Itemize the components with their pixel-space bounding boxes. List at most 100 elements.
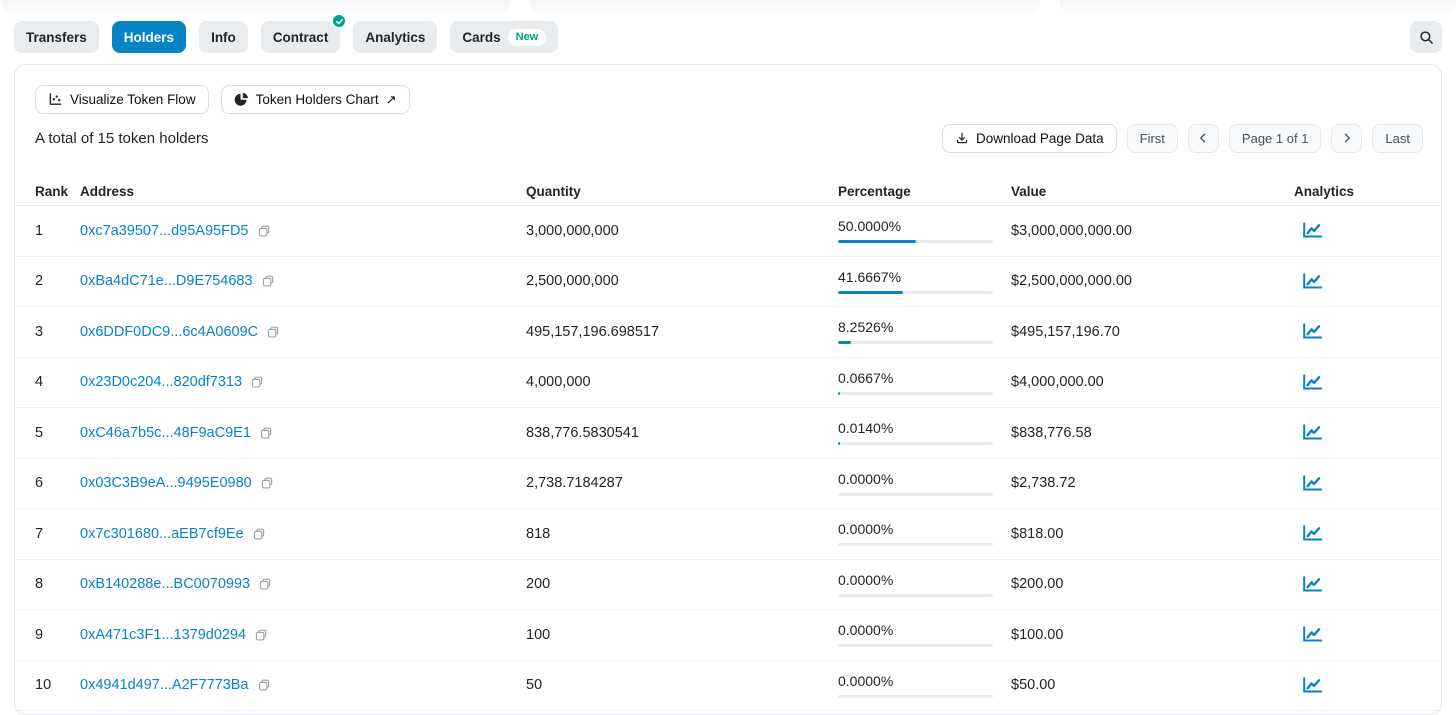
tab-transfers[interactable]: Transfers	[14, 21, 99, 53]
address-link[interactable]: 0x7c301680...aEB7cf9Ee	[80, 525, 244, 542]
tab-label: Analytics	[365, 29, 426, 45]
analytics-cell	[1294, 222, 1421, 239]
address-link[interactable]: 0x23D0c204...820df7313	[80, 374, 243, 391]
copy-address-button[interactable]	[250, 375, 264, 389]
percentage-cell: 0.0140%	[838, 420, 1011, 446]
token-holders-chart-label: Token Holders Chart	[255, 92, 379, 107]
address-cell: 0x7c301680...aEB7cf9Ee	[80, 526, 526, 542]
quantity-cell: 4,000,000	[526, 374, 591, 391]
copy-address-button[interactable]	[257, 224, 271, 238]
copy-icon	[254, 628, 268, 642]
line-chart-icon	[1302, 525, 1323, 542]
copy-icon	[250, 375, 264, 389]
percentage-bar	[838, 644, 993, 648]
address-link[interactable]: 0xB140288e...BC0070993	[80, 576, 251, 593]
percentage-text: 8.2526%	[838, 319, 894, 336]
copy-address-button[interactable]	[257, 678, 271, 692]
tab-label: Info	[211, 29, 236, 45]
tab-info[interactable]: Info	[199, 21, 248, 53]
rank-cell: 8	[35, 576, 44, 593]
analytics-cell	[1294, 424, 1421, 441]
value-cell: $495,157,196.70	[1011, 323, 1120, 340]
quantity-cell: 3,000,000,000	[526, 222, 619, 239]
percentage-cell: 0.0000%	[838, 471, 1011, 496]
copy-address-button[interactable]	[261, 274, 275, 288]
value-cell: $2,738.72	[1011, 475, 1076, 492]
holders-table: Rank Address Quantity Percentage Value A…	[15, 177, 1441, 711]
analytics-chart-button[interactable]	[1302, 373, 1323, 391]
address-link[interactable]: 0x6DDF0DC9...6c4A0609C	[80, 323, 259, 340]
page-label: Page 1 of 1	[1241, 130, 1309, 146]
download-icon	[955, 131, 969, 145]
line-chart-icon	[1302, 626, 1323, 643]
value-cell: $100.00	[1011, 626, 1064, 643]
copy-address-button[interactable]	[252, 527, 266, 541]
copy-address-button[interactable]	[254, 628, 268, 642]
analytics-chart-button[interactable]	[1302, 323, 1323, 340]
analytics-chart-button[interactable]	[1302, 525, 1323, 542]
analytics-chart-button[interactable]	[1302, 474, 1323, 492]
copy-icon	[258, 577, 272, 591]
percentage-text: 0.0000%	[838, 571, 894, 588]
copy-address-button[interactable]	[260, 476, 274, 490]
copy-address-button[interactable]	[258, 577, 272, 591]
tab-holders[interactable]: Holders	[111, 21, 187, 53]
search-icon	[1419, 30, 1434, 45]
top-card-edge	[530, 0, 1040, 14]
address-link[interactable]: 0x03C3B9eA...9495E0980	[80, 475, 252, 492]
value-cell: $838,776.58	[1011, 424, 1092, 441]
percentage-bar	[838, 694, 993, 698]
percentage-cell: 0.0000%	[838, 572, 1011, 597]
percentage-cell: 8.2526%	[838, 319, 1011, 345]
table-row: 9 0xA471c3F1...1379d0294 100 0.0000% $10…	[15, 610, 1441, 661]
percentage-bar	[838, 240, 993, 244]
address-link[interactable]: 0xA471c3F1...1379d0294	[80, 626, 247, 643]
percentage-text: 41.6667%	[838, 268, 902, 285]
line-chart-icon	[1302, 222, 1323, 239]
last-page-button[interactable]: Last	[1372, 123, 1423, 153]
next-page-button[interactable]	[1331, 123, 1363, 153]
address-cell: 0xBa4dC71e...D9E754683	[80, 273, 526, 289]
prev-page-button[interactable]	[1187, 123, 1219, 153]
tab-cards[interactable]: Cards New	[450, 21, 559, 53]
page-indicator[interactable]: Page 1 of 1	[1228, 123, 1322, 153]
address-link[interactable]: 0xc7a39507...d95A95FD5	[80, 222, 249, 239]
copy-address-button[interactable]	[266, 325, 280, 339]
table-row: 2 0xBa4dC71e...D9E754683 2,500,000,000 4…	[15, 257, 1441, 307]
table-row: 7 0x7c301680...aEB7cf9Ee 818 0.0000% $81…	[15, 509, 1441, 560]
tab-contract[interactable]: Contract	[260, 13, 348, 53]
token-holders-chart-button[interactable]: Token Holders Chart ↗	[220, 85, 410, 114]
table-row: 10 0x4941d497...A2F7773Ba 50 0.0000% $50…	[15, 661, 1441, 711]
address-link[interactable]: 0xBa4dC71e...D9E754683	[80, 273, 253, 290]
address-link[interactable]: 0xC46a7b5c...48F9aC9E1	[80, 424, 251, 441]
table-row: 1 0xc7a39507...d95A95FD5 3,000,000,000 5…	[15, 206, 1441, 257]
download-page-data-button[interactable]: Download Page Data	[942, 123, 1117, 153]
analytics-chart-button[interactable]	[1302, 272, 1323, 290]
address-link[interactable]: 0x4941d497...A2F7773Ba	[80, 677, 249, 694]
analytics-chart-button[interactable]	[1302, 222, 1323, 239]
percentage-text: 0.0000%	[838, 622, 894, 639]
rank-cell: 10	[35, 677, 52, 694]
tab-bar: Transfers Holders Info Contract Analytic…	[14, 13, 559, 53]
arrow-up-right-icon: ↗	[385, 91, 397, 107]
analytics-chart-button[interactable]	[1302, 575, 1323, 593]
top-card-edge	[2, 0, 510, 14]
visualize-token-flow-button[interactable]: Visualize Token Flow	[35, 85, 209, 114]
tab-analytics[interactable]: Analytics	[353, 21, 438, 53]
search-button[interactable]	[1410, 21, 1442, 53]
analytics-chart-button[interactable]	[1302, 626, 1323, 643]
copy-icon	[257, 678, 271, 692]
copy-address-button[interactable]	[259, 426, 273, 440]
quantity-cell: 818	[526, 525, 551, 542]
analytics-cell	[1294, 525, 1421, 542]
table-row: 4 0x23D0c204...820df7313 4,000,000 0.066…	[15, 358, 1441, 408]
percentage-bar-fill	[838, 290, 903, 294]
chevron-right-icon	[1341, 132, 1353, 144]
meta-row: A total of 15 token holders Download Pag…	[35, 123, 1423, 153]
quantity-cell: 838,776.5830541	[526, 424, 639, 441]
analytics-chart-button[interactable]	[1302, 424, 1323, 441]
first-page-button[interactable]: First	[1126, 123, 1178, 153]
line-chart-icon	[1302, 575, 1323, 593]
address-cell: 0x6DDF0DC9...6c4A0609C	[80, 324, 526, 340]
analytics-chart-button[interactable]	[1302, 676, 1323, 694]
